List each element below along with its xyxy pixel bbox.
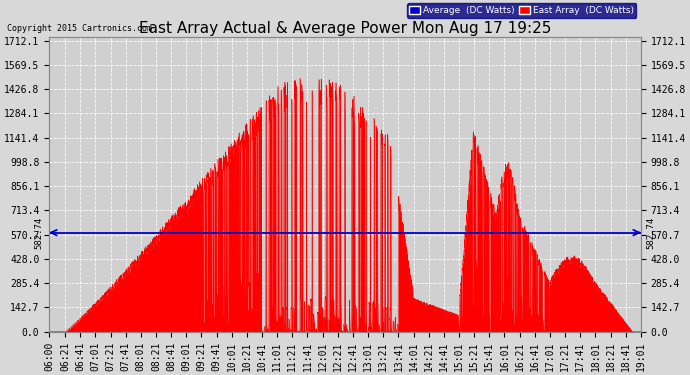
Text: 582.74: 582.74 (34, 216, 43, 249)
Title: East Array Actual & Average Power Mon Aug 17 19:25: East Array Actual & Average Power Mon Au… (139, 21, 551, 36)
Legend: Average  (DC Watts), East Array  (DC Watts): Average (DC Watts), East Array (DC Watts… (406, 3, 636, 18)
Text: 582.74: 582.74 (647, 216, 656, 249)
Text: Copyright 2015 Cartronics.com: Copyright 2015 Cartronics.com (7, 24, 152, 33)
